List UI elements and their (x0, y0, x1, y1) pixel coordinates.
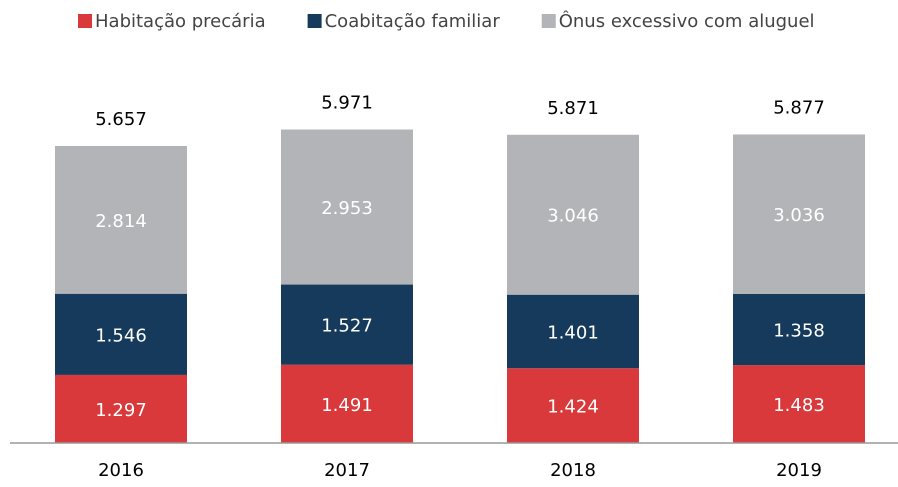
bar-segment (55, 293, 187, 375)
x-tick-label: 2019 (776, 460, 822, 481)
value-label: 2.953 (321, 198, 373, 219)
value-label: 1.358 (773, 320, 825, 341)
bar-segment (281, 129, 413, 285)
legend-swatch (78, 14, 92, 28)
bar-segment (733, 365, 865, 443)
value-label: 1.483 (773, 395, 825, 416)
legend-label: Habitação precária (95, 11, 266, 32)
value-label: 3.036 (773, 205, 825, 226)
total-label: 5.877 (773, 97, 825, 118)
total-label: 5.871 (547, 98, 599, 119)
bar-segment (55, 146, 187, 294)
bar-segment (507, 134, 639, 295)
total-label: 5.971 (321, 93, 373, 114)
bar-segment (281, 284, 413, 365)
value-label: 2.814 (95, 211, 147, 232)
bar-segment (55, 374, 187, 443)
value-label: 1.527 (321, 316, 373, 337)
value-label: 3.046 (547, 206, 599, 227)
value-label: 1.297 (95, 400, 147, 421)
bar-segment (733, 134, 865, 294)
legend-label: Coabitação familiar (325, 11, 501, 32)
bar-segment (281, 364, 413, 443)
legend-swatch (541, 14, 556, 28)
x-tick-label: 2018 (550, 460, 596, 481)
legend-swatch (307, 14, 322, 28)
bar-segment (507, 368, 639, 443)
x-tick-label: 2017 (324, 460, 370, 481)
value-label: 1.424 (547, 397, 599, 418)
bar-segment (507, 294, 639, 369)
x-tick-label: 2016 (98, 460, 144, 481)
value-label: 1.546 (95, 325, 147, 346)
bar-segment (733, 293, 865, 366)
total-label: 5.657 (95, 109, 147, 130)
value-label: 1.491 (321, 395, 373, 416)
legend-label: Ônus excessivo com aluguel (559, 10, 815, 32)
value-label: 1.401 (547, 322, 599, 343)
